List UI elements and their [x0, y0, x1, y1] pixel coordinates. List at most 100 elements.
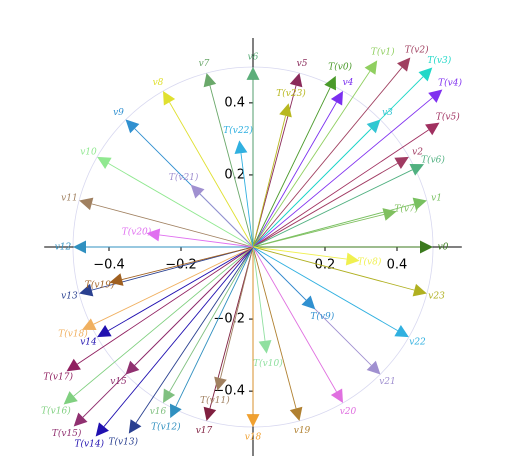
arrow-head — [79, 197, 94, 211]
arrow-head — [397, 57, 411, 72]
arrow-head — [246, 414, 260, 428]
arrow-shaft — [252, 246, 415, 291]
arrow-label: T(v12) — [151, 422, 181, 433]
arrow-head — [412, 197, 427, 211]
arrow-head — [425, 122, 440, 136]
arrow-shaft — [252, 97, 433, 248]
arrow-shaft — [169, 246, 254, 392]
arrow-shaft — [252, 87, 331, 248]
arrow-label: T(v13) — [108, 436, 138, 447]
arrow-label: v23 — [428, 292, 445, 302]
arrow-head — [289, 72, 303, 88]
arrow-label: T(v5) — [436, 112, 460, 123]
arrow-shaft — [108, 163, 254, 248]
arrow-shaft — [108, 246, 254, 331]
arrow-label: v20 — [340, 407, 357, 417]
arrow-shaft — [252, 70, 371, 248]
arrow-head — [97, 156, 112, 170]
arrow-shaft — [93, 246, 254, 325]
x-tick-label: −0.4 — [93, 258, 125, 273]
arrow-shaft — [252, 246, 297, 409]
arrow-head — [73, 412, 88, 427]
arrow-label: T(v10) — [253, 358, 283, 369]
arrow-head — [394, 324, 409, 338]
arrow-head — [214, 376, 227, 391]
arrow-head — [412, 283, 427, 297]
arrow-shaft — [252, 246, 337, 392]
arrow-label: T(v20) — [122, 227, 152, 238]
x-tick-label: 0.4 — [387, 258, 408, 273]
arrow-label: v17 — [196, 426, 213, 436]
arrow-head — [366, 360, 381, 375]
arrow-head — [409, 163, 424, 176]
arrow-label: v9 — [113, 108, 124, 118]
arrow-head — [97, 324, 112, 338]
arrow-shaft — [252, 102, 337, 248]
arrow-head — [246, 66, 260, 80]
arrow-shaft — [121, 246, 254, 280]
arrow-shaft — [209, 85, 254, 248]
arrow-head — [203, 406, 217, 422]
arrow-shaft — [240, 153, 254, 248]
arrow-label: T(v4) — [438, 78, 462, 89]
arrow-label: T(v15) — [52, 428, 82, 439]
arrow-shaft — [252, 246, 307, 301]
arrow-head — [163, 90, 176, 106]
arrow-shaft — [169, 102, 254, 248]
arrow-head — [394, 156, 409, 170]
arrow-shaft — [252, 129, 429, 248]
arrow-head — [428, 89, 443, 103]
arrow-label: T(v9) — [310, 311, 334, 322]
arrow-label: T(v1) — [371, 47, 395, 58]
arrow-shaft — [252, 246, 266, 341]
arrow-head — [73, 240, 86, 254]
arrow-label: T(v11) — [200, 395, 230, 406]
arrow-shaft — [252, 163, 398, 248]
arrow-label: v12 — [55, 243, 72, 253]
y-tick-label: −0.2 — [213, 312, 245, 327]
arrow-label: T(v23) — [276, 88, 306, 99]
arrow-label: v1 — [431, 193, 442, 203]
arrow-shaft — [135, 246, 254, 424]
arrow-head — [125, 119, 140, 134]
arrow-label: v8 — [153, 78, 164, 88]
arrow-label: T(v21) — [169, 172, 199, 183]
arrow-shaft — [103, 246, 254, 427]
arrow-shaft — [220, 246, 254, 379]
arrow-shaft — [91, 203, 254, 248]
arrow-head — [128, 419, 142, 434]
arrow-label: v14 — [80, 338, 97, 348]
arrow-label: v10 — [80, 147, 97, 157]
arrow-shaft — [252, 214, 385, 248]
y-tick-label: 0.2 — [224, 167, 245, 182]
arrow-label: T(v0) — [328, 61, 352, 72]
arrow-head — [289, 406, 303, 422]
arrow-label: v7 — [199, 59, 210, 69]
arrow-shaft — [73, 246, 254, 397]
arrow-head — [258, 339, 272, 354]
arrow-shaft — [252, 115, 286, 248]
y-tick-label: −0.4 — [213, 384, 245, 399]
arrow-label: T(v19) — [85, 280, 115, 291]
arrow-label: T(v8) — [358, 256, 382, 267]
arrow-shaft — [77, 246, 254, 365]
arrow-shaft — [252, 246, 398, 331]
arrow-head — [190, 184, 205, 199]
arrow-head — [301, 295, 316, 310]
arrow-label: v5 — [297, 59, 308, 69]
y-tick-label: 0.4 — [224, 95, 245, 110]
arrow-label: T(v3) — [427, 55, 451, 66]
arrow-label: T(v6) — [421, 154, 445, 165]
arrow-head — [95, 422, 109, 437]
arrow-label: T(v16) — [41, 405, 71, 416]
arrow-label: v21 — [379, 377, 396, 387]
arrow-label: v0 — [438, 243, 449, 253]
arrow-shaft — [252, 67, 403, 248]
arrow-head — [234, 140, 248, 155]
arrow-label: v18 — [245, 433, 262, 443]
arrow-label: T(v2) — [405, 44, 429, 55]
arrow-head — [364, 60, 378, 75]
arrow-head — [418, 67, 433, 82]
arrow-head — [279, 103, 292, 118]
